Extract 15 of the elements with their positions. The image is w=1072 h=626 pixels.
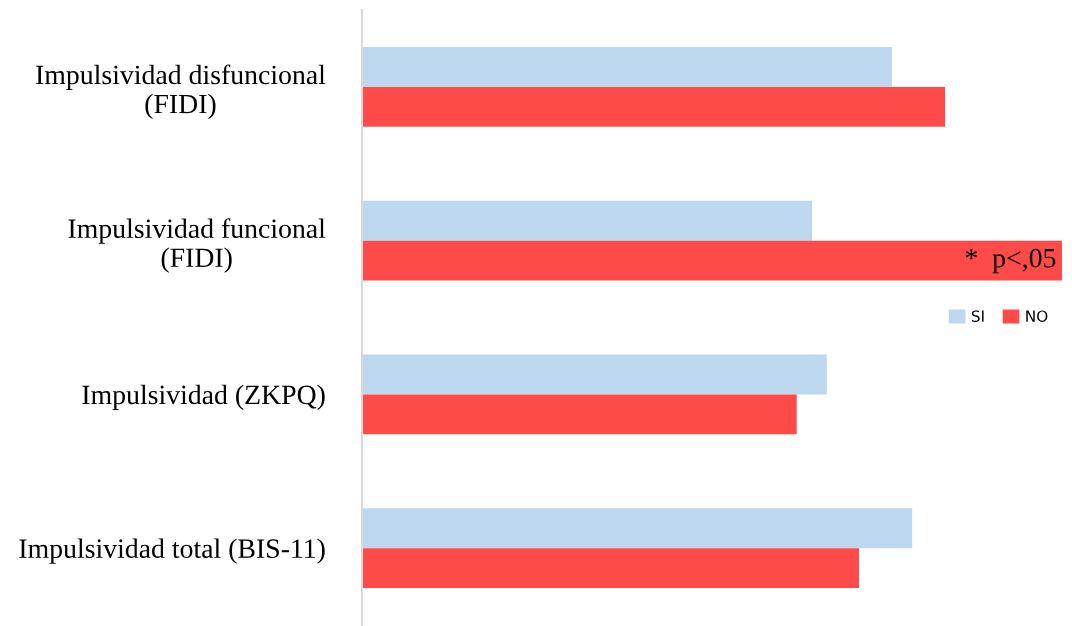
y-tick-label: Impulsividad disfuncional (FIDI) [36,64,326,120]
legend-label: NO [1026,310,1048,322]
legend-label: SI [971,310,984,322]
bar [362,394,797,435]
bar [362,86,946,127]
bar [362,548,859,589]
bar [362,200,813,241]
bar [362,508,913,549]
annotation: * p<,05 [965,248,1056,274]
y-tick-label: Impulsividad funcional (FIDI) [68,218,326,273]
bar [362,46,892,87]
bar [362,354,827,395]
bar [362,240,1062,281]
y-tick-label: Impulsividad total (BIS-11) [19,538,325,564]
y-tick-label: Impulsividad (ZKPQ) [82,384,325,410]
